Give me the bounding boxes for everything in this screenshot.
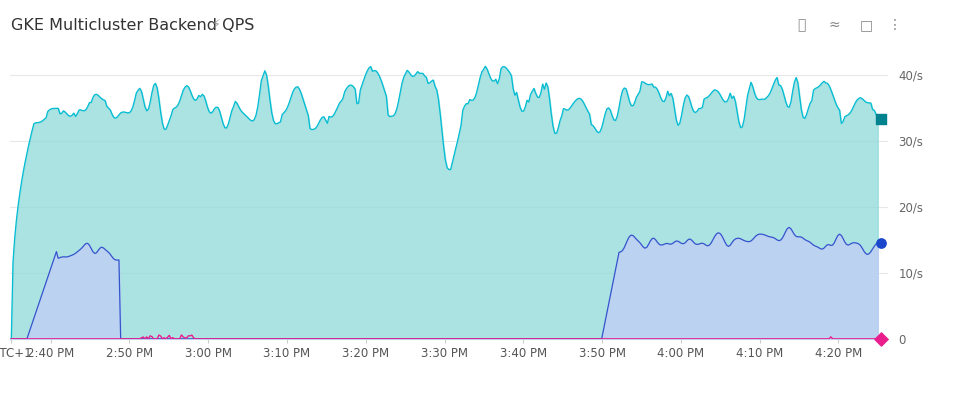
Text: ⚡: ⚡ (212, 18, 221, 31)
Point (874, 116, 889, 123)
Point (874, 240, 889, 246)
Point (874, 336, 889, 342)
Text: 🔍: 🔍 (797, 18, 806, 32)
Text: □: □ (860, 18, 873, 32)
Text: GKE Multicluster Backend QPS: GKE Multicluster Backend QPS (11, 18, 255, 33)
Text: ≈: ≈ (829, 18, 840, 32)
Text: ⋮: ⋮ (888, 18, 902, 32)
